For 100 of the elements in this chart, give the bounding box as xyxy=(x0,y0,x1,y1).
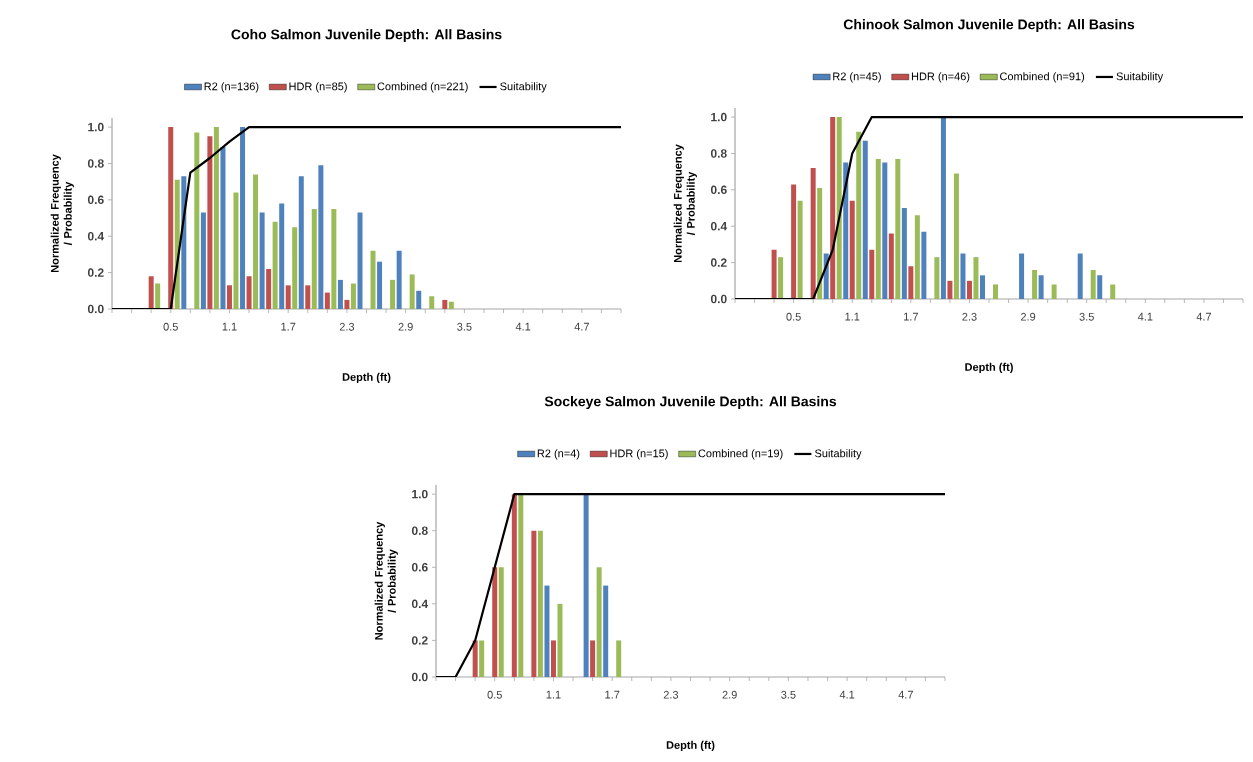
bar xyxy=(279,203,285,309)
y-tick-label: 0.2 xyxy=(87,268,104,277)
bar xyxy=(843,162,849,299)
x-tick-label: 2.3 xyxy=(962,312,977,321)
legend-label: R2 (n=136) xyxy=(204,82,259,93)
x-tick-label: 0.5 xyxy=(487,690,502,699)
y-tick-label: 0.0 xyxy=(411,672,428,682)
bar xyxy=(272,221,278,309)
y-tick-label: 0.8 xyxy=(87,159,104,168)
x-tick-label: 1.1 xyxy=(845,312,860,321)
bar xyxy=(531,530,537,677)
bar xyxy=(350,283,356,309)
x-tick-label: 1.7 xyxy=(904,312,918,321)
bar xyxy=(557,603,563,677)
bar xyxy=(518,494,524,677)
y-axis-title: Normalized Frequency / Probability xyxy=(374,521,398,640)
bar xyxy=(1110,284,1116,299)
x-tick-label: 0.5 xyxy=(163,322,178,331)
bar xyxy=(862,140,868,299)
bar xyxy=(590,640,596,677)
x-tick-label: 0.5 xyxy=(786,312,801,321)
bar xyxy=(895,158,901,299)
bar xyxy=(1090,269,1096,299)
y-tick-label: 0.6 xyxy=(411,563,428,572)
y-tick-label: 0.0 xyxy=(87,304,104,314)
bar xyxy=(324,292,330,309)
bar xyxy=(472,640,478,677)
y-tick-label: 0.2 xyxy=(411,636,428,645)
chart-title: Sockeye Salmon Juvenile Depth: All Basins xyxy=(544,396,837,410)
y-tick-label: 0.4 xyxy=(710,221,728,231)
bar xyxy=(416,290,422,309)
bar xyxy=(298,176,304,309)
bar xyxy=(266,268,272,309)
bar xyxy=(583,494,589,677)
bar xyxy=(953,173,959,299)
bar xyxy=(947,280,953,299)
bar xyxy=(771,249,777,299)
bar xyxy=(1097,275,1103,299)
y-tick-label: 0.6 xyxy=(87,195,104,205)
bar xyxy=(875,158,881,299)
legend-label: Combined (n=19) xyxy=(698,449,783,460)
bar xyxy=(537,530,543,677)
bar xyxy=(856,131,862,299)
y-tick-label: 0.8 xyxy=(411,526,428,535)
bar xyxy=(882,162,888,299)
x-tick-label: 3.5 xyxy=(457,322,472,331)
x-tick-label: 2.3 xyxy=(663,690,679,699)
bar xyxy=(914,215,920,299)
y-tick-label: 1.0 xyxy=(88,122,104,132)
bar xyxy=(253,174,259,309)
bar xyxy=(220,147,226,309)
bar xyxy=(233,192,239,309)
bar xyxy=(337,279,343,309)
x-tick-label: 2.9 xyxy=(1020,312,1036,321)
bar xyxy=(778,257,784,299)
bar xyxy=(849,200,855,299)
bar xyxy=(993,284,998,299)
bar xyxy=(934,257,940,299)
bar xyxy=(259,212,265,309)
x-axis-title: Depth (ft) xyxy=(965,362,1013,374)
bar xyxy=(817,188,823,299)
bar xyxy=(246,276,252,309)
bar xyxy=(511,494,517,677)
y-tick-label: 0.4 xyxy=(411,599,429,609)
bar xyxy=(305,285,311,309)
chart-title: Chinook Salmon Juvenile Depth: All Basins xyxy=(843,19,1135,33)
bar xyxy=(390,279,396,309)
bar xyxy=(940,117,946,299)
bar xyxy=(200,212,206,309)
x-tick-label: 4.7 xyxy=(898,690,913,699)
x-tick-label: 1.7 xyxy=(281,322,296,331)
bar xyxy=(960,253,966,299)
legend-label: HDR (n=46) xyxy=(911,72,970,83)
bar xyxy=(980,275,986,299)
x-tick-label: 4.1 xyxy=(515,322,531,331)
x-axis-title: Depth (ft) xyxy=(666,740,715,752)
legend-label: HDR (n=85) xyxy=(289,82,347,93)
bar xyxy=(226,285,232,309)
bar xyxy=(285,285,291,309)
bar xyxy=(1019,253,1025,299)
bar xyxy=(148,276,154,309)
y-tick-label: 1.0 xyxy=(412,489,428,499)
bar xyxy=(344,299,350,309)
chart-title: Coho Salmon Juvenile Depth: All Basins xyxy=(231,29,502,43)
bar xyxy=(331,208,337,309)
bar xyxy=(155,283,161,309)
legend-label: R2 (n=45) xyxy=(833,72,881,83)
bar xyxy=(207,136,213,309)
bar xyxy=(498,567,504,677)
bar xyxy=(797,200,803,299)
bar xyxy=(830,117,836,299)
legend-label: Suitability xyxy=(500,82,547,93)
bar xyxy=(213,127,219,309)
y-axis-title: Normalized Frequency / Probability xyxy=(50,154,74,273)
bar xyxy=(194,132,200,309)
legend-label: Suitability xyxy=(1116,72,1164,83)
bar xyxy=(357,212,363,309)
bar xyxy=(492,567,498,677)
legend-label: HDR (n=15) xyxy=(610,449,668,460)
legend-label: Combined (n=91) xyxy=(1000,72,1085,83)
